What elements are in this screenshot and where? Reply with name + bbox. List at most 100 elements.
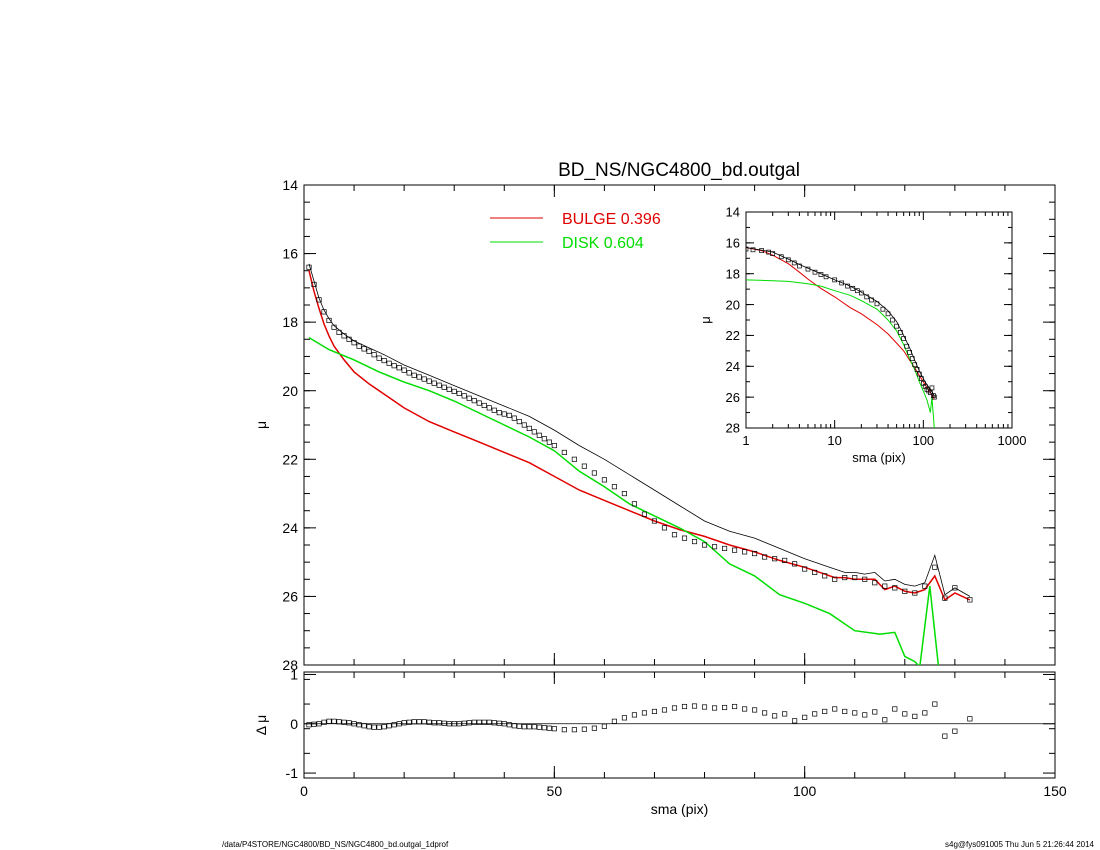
- residual-data-point: [591, 725, 597, 731]
- inset-data: [746, 246, 937, 428]
- legend-label: DISK 0.604: [562, 235, 644, 252]
- main-data-point: [842, 575, 848, 581]
- main-data-point: [541, 436, 547, 442]
- residual-data-point: [631, 712, 637, 718]
- inset-data-point: [912, 362, 918, 368]
- residual-data-point: [341, 719, 347, 725]
- inset-data-point: [914, 367, 920, 372]
- main-data-point: [862, 576, 868, 582]
- main-data-point: [506, 412, 512, 418]
- main-data-point: [421, 376, 427, 382]
- residual-data-point: [691, 703, 698, 709]
- main-data-point: [531, 429, 537, 435]
- main-data-point: [446, 386, 452, 392]
- residual-data-point: [752, 707, 758, 713]
- inset-data-point: [850, 286, 856, 291]
- residual-data-point: [812, 711, 818, 717]
- residual-data-point: [406, 719, 412, 725]
- inset-xtick-label: 100: [912, 433, 934, 448]
- main-data-point: [416, 374, 422, 380]
- residual-data-point: [832, 706, 838, 712]
- residual-data: [306, 701, 973, 739]
- residual-data-point: [471, 719, 477, 725]
- inset-data-point: [931, 393, 936, 398]
- residual-data-point: [722, 704, 728, 711]
- residual-ylabel: Δ μ: [253, 715, 269, 736]
- main-data-point: [561, 449, 567, 455]
- residual-data-point: [551, 726, 557, 732]
- legend-label: BULGE 0.396: [562, 211, 661, 228]
- residual-data-point: [762, 710, 768, 716]
- residual-data-point: [446, 721, 452, 727]
- main-ytick-label: 22: [282, 451, 298, 467]
- residual-data-point: [882, 717, 888, 723]
- main-data-point: [546, 439, 552, 445]
- main-data-point: [491, 407, 497, 413]
- main-data: [306, 263, 973, 665]
- residual-data-point: [451, 721, 457, 727]
- residual-data-point: [942, 733, 948, 739]
- inset-data-point: [797, 263, 802, 269]
- residual-data-point: [476, 719, 482, 725]
- residual-data-point: [571, 727, 577, 733]
- residual-data-point: [316, 721, 322, 727]
- main-data-point: [822, 573, 828, 579]
- residual-data-point: [321, 719, 327, 725]
- residual-data-point: [501, 721, 507, 727]
- residual-xtick-label: 50: [547, 783, 563, 799]
- residual-data-point: [426, 719, 432, 725]
- residual-data-point: [651, 708, 658, 714]
- inset-data-point: [874, 301, 880, 307]
- main-data-point: [812, 569, 818, 575]
- residual-ytick-label: -1: [286, 765, 299, 781]
- main-series-line-1: [308, 336, 940, 665]
- main-data-point: [551, 443, 557, 449]
- main-data-point: [932, 564, 938, 570]
- residual-data-point: [416, 719, 422, 725]
- residual-data-point: [536, 724, 542, 730]
- main-data-point: [426, 378, 432, 384]
- residual-data-point: [952, 728, 958, 734]
- inset-data-point: [864, 294, 870, 300]
- inset-data-point: [818, 272, 824, 277]
- main-data-point: [722, 545, 728, 551]
- main-data-point: [476, 400, 482, 406]
- main-data-point: [401, 367, 407, 373]
- main-data-point: [952, 585, 958, 591]
- main-ytick-label: 26: [282, 588, 298, 604]
- inset-data-point: [890, 317, 895, 323]
- main-data-point: [311, 281, 317, 287]
- residual-data-point: [466, 720, 472, 726]
- inset-data-point: [812, 269, 818, 275]
- main-data-point: [486, 405, 492, 411]
- residual-data-point: [531, 724, 537, 730]
- residual-data-point: [516, 723, 522, 729]
- residual-data-point: [922, 710, 928, 716]
- residual-data-point: [681, 703, 688, 710]
- residual-data-point: [311, 721, 317, 727]
- main-data-point: [732, 547, 738, 553]
- inset-ytick-label: 28: [726, 421, 740, 436]
- chart-title: BD_NS/NGC4800_bd.outgal: [558, 160, 800, 181]
- residual-data-point: [506, 722, 512, 728]
- residual-data-point: [546, 725, 552, 731]
- footer-timestamp: s4g@fys091005 Thu Jun 5 21:26:44 2014: [945, 840, 1094, 849]
- residual-data-point: [967, 716, 973, 722]
- main-data-point: [882, 583, 888, 589]
- main-data-point: [681, 535, 688, 541]
- inset-ytick-label: 26: [726, 390, 740, 405]
- main-data-point: [967, 597, 973, 603]
- residual-data-point: [902, 711, 908, 717]
- main-data-point: [411, 372, 417, 378]
- inset-series-line-2: [746, 247, 935, 398]
- main-data-point: [671, 532, 678, 538]
- main-data-point: [406, 370, 412, 376]
- residual-data-point: [356, 722, 362, 728]
- inset-data-point: [885, 311, 891, 317]
- main-data-point: [336, 329, 342, 335]
- inset-frame: [745, 211, 1013, 429]
- residual-data-point: [491, 720, 497, 726]
- inset-data-point: [897, 329, 903, 335]
- main-data-point: [501, 411, 507, 417]
